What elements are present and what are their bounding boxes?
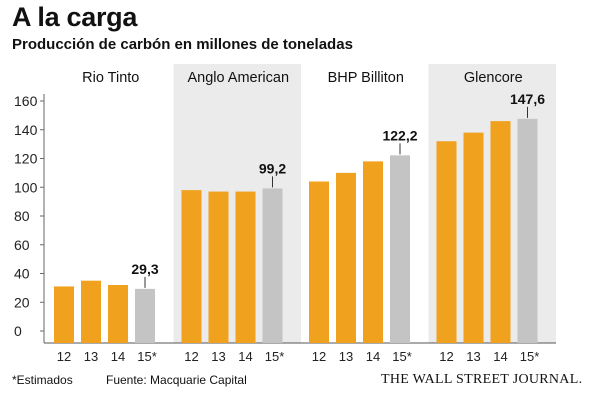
x-tick-label: 15* bbox=[392, 349, 412, 364]
actual-bar bbox=[181, 190, 202, 343]
footnote: *Estimados bbox=[12, 373, 73, 387]
actual-bar bbox=[463, 132, 484, 343]
actual-bar bbox=[108, 285, 128, 343]
x-tick-label: 13 bbox=[84, 349, 98, 364]
x-tick-label: 13 bbox=[339, 349, 353, 364]
actual-bar bbox=[81, 280, 101, 343]
actual-bar bbox=[436, 141, 457, 343]
estimate-bar bbox=[135, 288, 155, 343]
actual-bar bbox=[490, 121, 511, 343]
y-tick-label: 60 bbox=[14, 237, 30, 253]
x-tick-label: 14 bbox=[366, 349, 380, 364]
actual-bar bbox=[309, 181, 329, 343]
y-tick-label: 80 bbox=[14, 208, 30, 224]
data-label: 29,3 bbox=[131, 261, 158, 277]
chart-title: A la carga bbox=[12, 2, 138, 32]
panel-label: Anglo American bbox=[187, 70, 289, 86]
y-tick-label: 160 bbox=[14, 93, 38, 109]
y-tick-label: 120 bbox=[14, 151, 38, 167]
x-tick-label: 14 bbox=[238, 349, 252, 364]
panel-label: Rio Tinto bbox=[82, 70, 139, 86]
y-tick-label: 40 bbox=[14, 266, 30, 282]
x-tick-label: 12 bbox=[57, 349, 71, 364]
data-label: 122,2 bbox=[382, 127, 417, 143]
y-tick-label: 0 bbox=[14, 323, 22, 339]
x-tick-label: 12 bbox=[184, 349, 198, 364]
actual-bar bbox=[235, 191, 256, 343]
estimate-bar bbox=[390, 155, 410, 343]
x-tick-label: 15* bbox=[137, 349, 157, 364]
x-tick-label: 13 bbox=[211, 349, 225, 364]
source-note: Fuente: Macquarie Capital bbox=[106, 373, 247, 387]
estimate-bar bbox=[262, 188, 283, 343]
estimate-bar bbox=[517, 118, 538, 343]
y-tick-label: 140 bbox=[14, 122, 38, 138]
panel-label: BHP Billiton bbox=[328, 70, 404, 86]
x-tick-label: 15* bbox=[520, 349, 540, 364]
data-label: 147,6 bbox=[510, 91, 545, 107]
actual-bar bbox=[208, 191, 229, 343]
actual-bar bbox=[54, 286, 74, 343]
x-tick-label: 12 bbox=[312, 349, 326, 364]
data-label: 99,2 bbox=[259, 160, 286, 176]
y-tick-label: 20 bbox=[14, 294, 30, 310]
actual-bar bbox=[363, 161, 383, 343]
x-tick-label: 15* bbox=[265, 349, 285, 364]
y-tick-label: 100 bbox=[14, 179, 38, 195]
x-tick-label: 14 bbox=[111, 349, 125, 364]
x-tick-label: 13 bbox=[466, 349, 480, 364]
panel-label: Glencore bbox=[464, 70, 523, 86]
actual-bar bbox=[336, 172, 356, 343]
publisher-logo: THE WALL STREET JOURNAL. bbox=[381, 372, 583, 387]
x-tick-label: 14 bbox=[493, 349, 507, 364]
x-tick-label: 12 bbox=[439, 349, 453, 364]
chart-subtitle: Producción de carbón en millones de tone… bbox=[12, 36, 353, 53]
